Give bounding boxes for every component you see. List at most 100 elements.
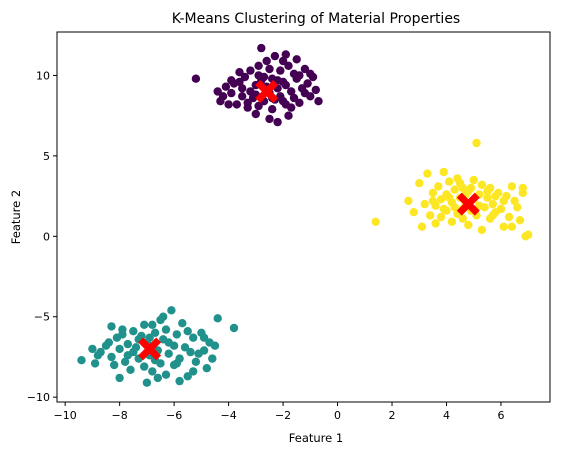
cluster-3-point <box>524 230 533 239</box>
cluster-2-point <box>142 378 152 387</box>
cluster-1-point <box>238 84 247 93</box>
cluster-1-point <box>262 56 271 66</box>
cluster-3-point <box>458 214 467 223</box>
x-tick-label: −6 <box>166 409 182 422</box>
cluster-1-point <box>257 43 266 53</box>
x-tick-label: −8 <box>112 409 128 422</box>
cluster-2-point <box>145 333 154 342</box>
cluster-2-point <box>140 362 149 371</box>
cluster-1-point <box>311 85 320 95</box>
cluster-2-point <box>153 373 162 383</box>
cluster-1-point <box>314 97 323 106</box>
cluster-1-point <box>278 56 288 66</box>
cluster-3-point <box>510 196 519 206</box>
cluster-1-point <box>295 71 304 80</box>
cluster-3-point <box>504 212 514 222</box>
cluster-2-point <box>167 306 176 315</box>
cluster-2-point <box>93 351 103 360</box>
y-tick-label: −5 <box>34 311 50 324</box>
x-axis-label: Feature 1 <box>289 431 343 445</box>
x-axis: −10 −8 −6 −4 −2 0 2 4 6 <box>54 402 504 422</box>
cluster-2-point <box>229 323 239 333</box>
y-axis: −10 −5 0 5 10 <box>27 69 57 404</box>
cluster-1-point <box>240 72 250 82</box>
cluster-1-point <box>270 51 280 61</box>
cluster-2-point <box>172 359 181 368</box>
cluster-1-point <box>284 111 293 120</box>
cluster-3-point <box>417 222 427 231</box>
cluster-3-point <box>507 182 517 191</box>
cluster-3-point <box>483 193 492 202</box>
x-tick-label: 2 <box>389 409 396 422</box>
cluster-3-point <box>420 199 429 209</box>
cluster-3-point <box>428 196 438 206</box>
centroid-x-shape <box>255 80 279 103</box>
cluster-2-point <box>210 341 220 350</box>
cluster-1-point <box>276 66 285 75</box>
cluster-1-point <box>265 64 274 74</box>
x-tick-label: 6 <box>497 409 504 422</box>
cluster-1-point <box>227 76 236 85</box>
cluster-2-point <box>77 356 86 365</box>
cluster-1-point <box>216 97 225 106</box>
cluster-3-point <box>434 182 443 191</box>
centroid-x-shape <box>456 192 480 216</box>
cluster-1-point <box>287 103 296 112</box>
cluster-1-point <box>221 82 231 91</box>
cluster-3-point <box>431 219 440 228</box>
cluster-3-point <box>499 222 508 231</box>
cluster-3-point <box>491 191 500 201</box>
cluster-3-point <box>415 179 424 188</box>
cluster-1-point <box>191 74 201 83</box>
cluster-1-point <box>238 92 247 101</box>
cluster-3-point <box>513 203 522 212</box>
cluster-1-point <box>246 66 255 75</box>
cluster-2-point <box>148 320 157 329</box>
cluster-3-point <box>371 217 380 226</box>
cluster-2-point <box>183 372 192 381</box>
cluster-1-point <box>254 101 263 111</box>
cluster-3-point <box>466 183 476 193</box>
cluster-3-point <box>445 177 454 186</box>
chart-title: K-Means Clustering of Material Propertie… <box>172 11 460 27</box>
cluster-2-point <box>104 338 114 347</box>
cluster-2-point <box>161 325 171 334</box>
cluster-3-point <box>450 185 459 194</box>
cluster-2-point <box>140 320 149 329</box>
cluster-3-point <box>483 187 492 196</box>
cluster-3-point <box>428 188 438 198</box>
cluster-2-point <box>213 314 222 323</box>
cluster-3-point <box>469 175 478 185</box>
centroid-marker-2 <box>138 337 162 361</box>
cluster-2-point <box>129 327 138 336</box>
cluster-3-point <box>423 169 432 178</box>
cluster-1-point <box>300 88 310 98</box>
cluster-3-point <box>439 204 448 214</box>
y-tick-label: −10 <box>27 391 50 404</box>
cluster-2-point <box>189 333 198 342</box>
cluster-3-point <box>426 211 435 220</box>
y-tick-label: 10 <box>36 69 50 82</box>
y-tick-label: 0 <box>43 230 50 243</box>
cluster-2-point <box>115 344 124 354</box>
cluster-3-point <box>515 216 525 225</box>
x-tick-label: 4 <box>443 409 450 422</box>
cluster-3-point <box>445 193 454 202</box>
cluster-3-point <box>488 199 497 209</box>
cluster-2-point <box>191 357 201 366</box>
x-tick-label: −2 <box>275 409 291 422</box>
cluster-1-point <box>278 97 288 106</box>
cluster-2-point <box>164 338 173 347</box>
cluster-1-point <box>281 80 290 90</box>
cluster-1-point <box>300 64 310 74</box>
cluster-1-point <box>284 61 293 70</box>
cluster-3-point <box>518 183 527 193</box>
cluster-1-point <box>235 68 244 77</box>
cluster-2-point <box>180 343 190 352</box>
cluster-2-point <box>123 339 132 349</box>
cluster-3-point <box>477 180 487 189</box>
x-tick-label: −4 <box>220 409 236 422</box>
cluster-3-point <box>488 211 497 220</box>
cluster-3-point <box>507 222 517 231</box>
cluster-1-point <box>213 87 222 96</box>
